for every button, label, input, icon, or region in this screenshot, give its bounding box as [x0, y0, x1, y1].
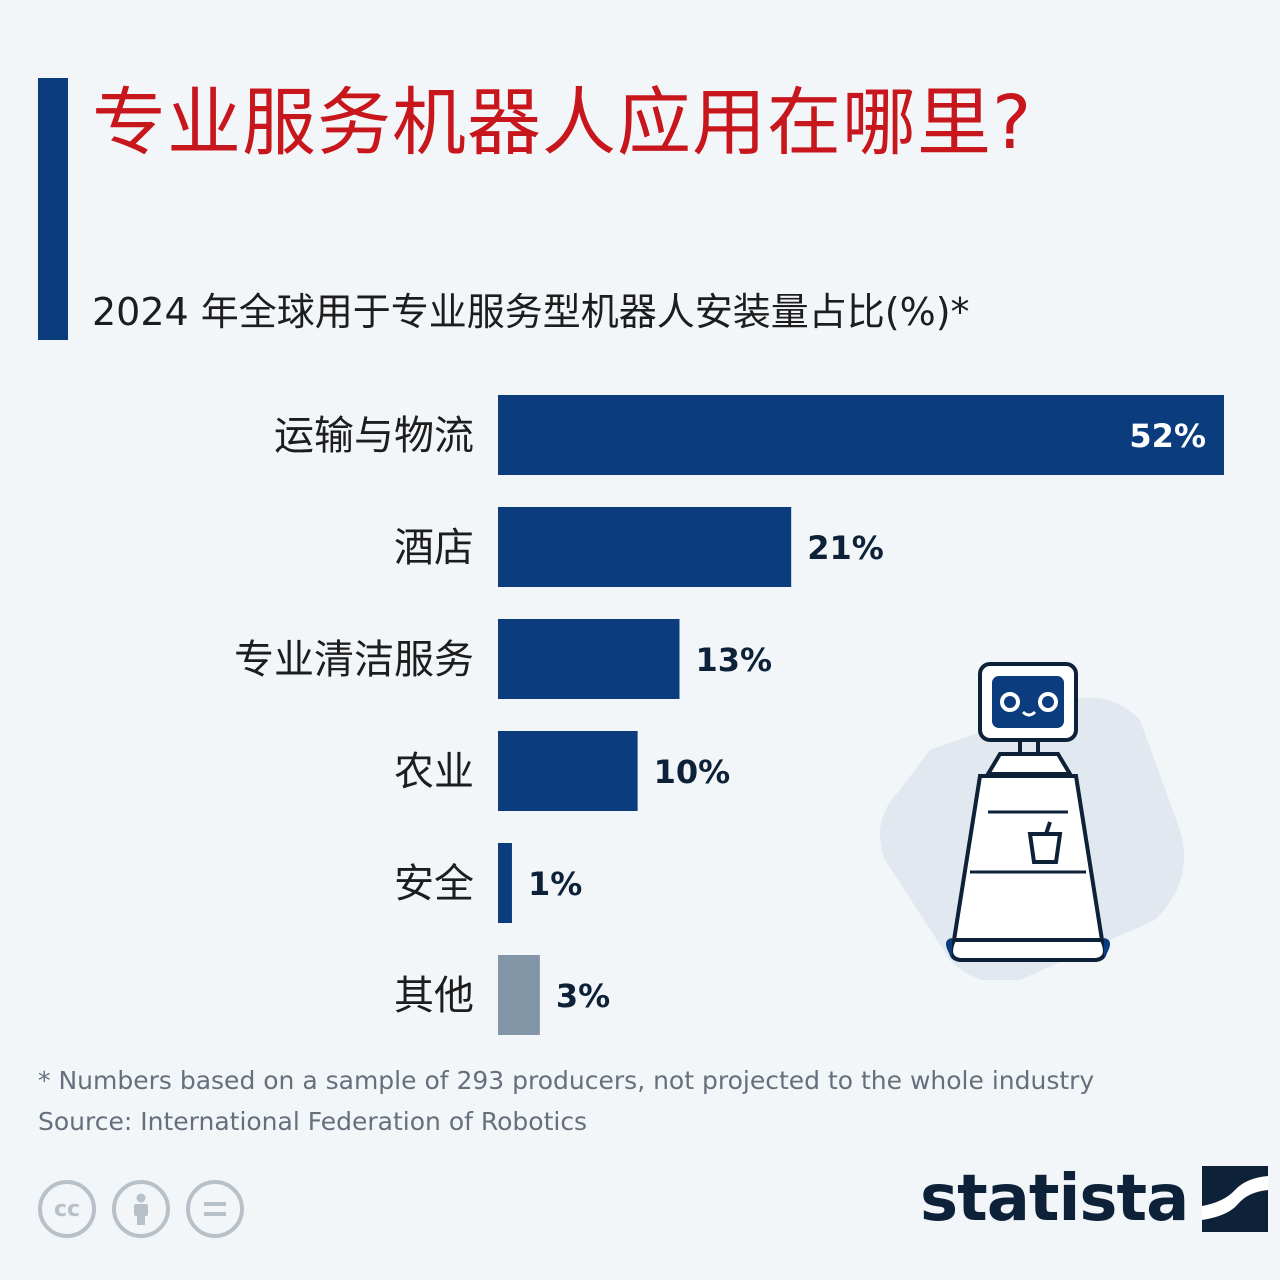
bar-chart: 运输与物流 52% 酒店 21% 专业清洁服务 13% 农业 10% 安全 1% 其他 3% [234, 395, 1224, 1035]
bar [498, 619, 680, 699]
statista-logo[interactable]: statista [920, 1162, 1269, 1236]
value-label: 10% [654, 753, 731, 791]
robot-mouth [1021, 710, 1037, 717]
no-derivatives-icon[interactable] [186, 1180, 244, 1238]
brand-name: statista [920, 1162, 1189, 1236]
bar [498, 955, 540, 1035]
chart-title: 专业服务机器人应用在哪里? [92, 80, 1033, 166]
robot-base [949, 938, 1107, 962]
value-label: 1% [528, 865, 582, 903]
robot-shoulders [984, 752, 1074, 776]
value-label: 21% [807, 529, 884, 567]
category-label: 其他 [394, 973, 474, 1019]
chart-subtitle: 2024 年全球用于专业服务型机器人安装量占比(%)* [92, 290, 970, 334]
cup-icon [1027, 821, 1063, 864]
bar [498, 731, 638, 811]
footnote: * Numbers based on a sample of 293 produ… [38, 1066, 1095, 1095]
bar [498, 507, 792, 587]
service-robot-illustration [880, 662, 1185, 980]
robot-left-eye [1000, 692, 1020, 712]
source-note: Source: International Federation of Robo… [38, 1107, 588, 1136]
category-label: 农业 [394, 749, 474, 795]
statista-mark-icon [1202, 1166, 1269, 1232]
robot-right-eye [1038, 692, 1058, 712]
category-label: 安全 [394, 861, 474, 907]
category-label: 运输与物流 [274, 413, 474, 459]
category-label: 酒店 [394, 525, 474, 571]
license-icons: cc [38, 1180, 244, 1238]
robot-right-wheel [1104, 938, 1110, 958]
value-label: 13% [696, 641, 773, 679]
robot-body [951, 774, 1105, 942]
bar [498, 843, 512, 923]
robot-neck [1018, 740, 1040, 754]
attribution-icon[interactable] [112, 1180, 170, 1238]
cc-icon[interactable]: cc [38, 1180, 96, 1238]
robot-left-wheel [946, 938, 952, 958]
value-label: 3% [556, 977, 610, 1015]
bar [498, 395, 1224, 475]
category-label: 专业清洁服务 [234, 637, 474, 683]
robot-screen [992, 676, 1064, 728]
value-label: 52% [1129, 417, 1206, 455]
title-accent-bar [38, 78, 68, 340]
